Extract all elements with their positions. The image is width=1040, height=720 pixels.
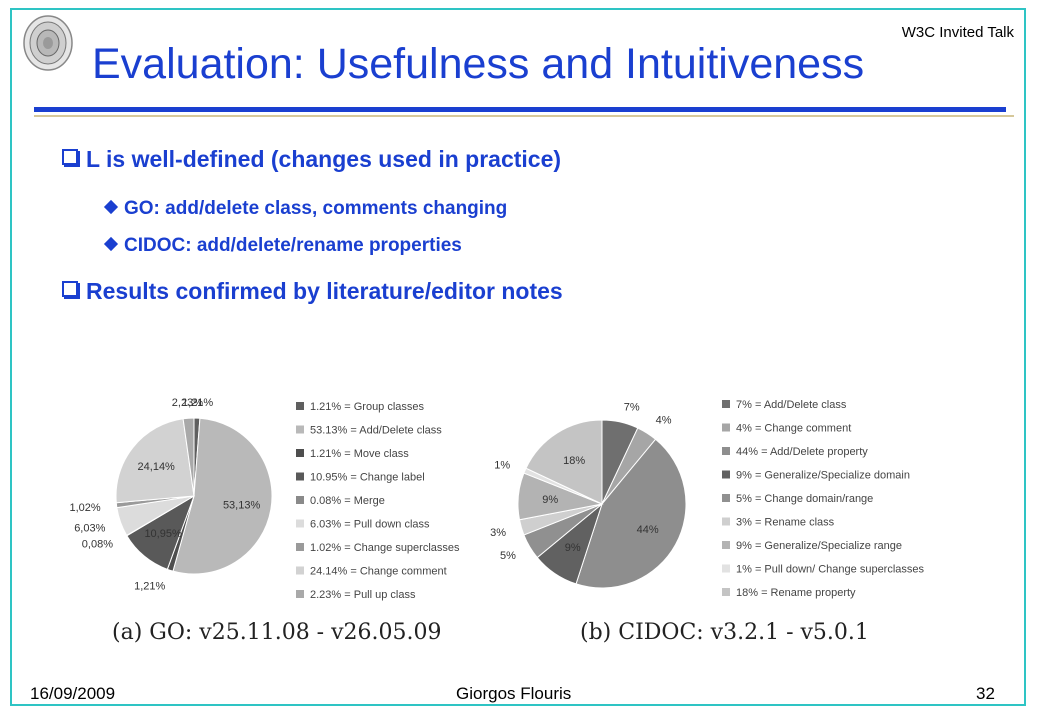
legend-label: 1.21% = Move class (310, 448, 409, 460)
slice-label: 1,02% (69, 502, 100, 514)
bullet-1a-text: GO: add/delete class, comments changing (124, 198, 508, 219)
slice-label: 7% (624, 401, 640, 413)
slice-label: 2,23% (172, 397, 203, 409)
diamond-bullet-icon (103, 236, 119, 252)
checkbox-bullet-icon (62, 281, 78, 297)
legend-label: 6.03% = Pull down class (310, 519, 430, 531)
legend-label: 1% = Pull down/ Change superclasses (736, 564, 925, 576)
slice-label: 4% (656, 415, 672, 427)
slice-label: 9% (565, 542, 581, 554)
slice-label: 1,21% (134, 581, 165, 593)
slice-label: 53,13% (223, 499, 261, 511)
pie-slice (172, 417, 273, 575)
slide-frame (10, 8, 1026, 706)
legend-label: 4% = Change comment (736, 423, 851, 435)
legend-label: 10.95% = Change label (310, 472, 425, 484)
bullet-1a: GO: add/delete class, comments changing (103, 198, 508, 220)
legend-label: 44% = Add/Delete property (736, 446, 868, 458)
legend-label: 1.02% = Change superclasses (310, 542, 460, 554)
legend-label: 53.13% = Add/Delete class (310, 425, 442, 437)
go-chart-caption: (a) GO: v25.11.08 - v26.05.09 (112, 620, 442, 645)
bullet-1-text: L is well-defined (changes used in pract… (86, 146, 562, 172)
title-rule (34, 107, 1006, 112)
legend-label: 7% = Add/Delete class (736, 399, 847, 411)
slice-label: 9% (542, 494, 558, 506)
legend-label: 0.08% = Merge (310, 495, 385, 507)
footer-page-number: 32 (976, 684, 995, 703)
legend-label: 3% = Rename class (736, 517, 835, 529)
slice-label: 10,95% (144, 528, 182, 540)
go-pie-chart: 1,21% 53,13% 1,21% 10,95% 0,08% 6,03% 1,02% 24,… (69, 397, 460, 601)
legend-swatch (722, 470, 730, 479)
legend-swatch (296, 402, 304, 410)
legend-label: 5% = Change domain/range (736, 493, 873, 505)
legend-swatch (722, 541, 730, 549)
slice-label: 3% (490, 527, 506, 539)
cidoc-pie-chart: 7% 4% 44% 9% 5% 3% 9% 1% 18% 7% = Add/Delete clas… (490, 399, 925, 599)
legend-swatch (296, 425, 304, 434)
slice-label: 18% (563, 455, 585, 467)
slice-label: 1% (494, 459, 510, 471)
legend-swatch (722, 400, 730, 408)
legend-swatch (296, 543, 304, 551)
talk-label: W3C Invited Talk (901, 24, 1014, 41)
slide-title: Evaluation: Usefulness and Intuitiveness (92, 40, 865, 88)
slice-label: 24,14% (138, 461, 176, 473)
pie-slice (525, 419, 603, 505)
legend-swatch (296, 472, 304, 481)
bullet-2-text: Results confirmed by literature/editor n… (86, 278, 563, 304)
legend-swatch (296, 519, 304, 528)
university-seal-logo (23, 15, 73, 71)
pie-slice (575, 438, 687, 589)
footer-author: Giorgos Flouris (456, 684, 572, 703)
legend-swatch (722, 588, 730, 596)
slice-label: 0,08% (82, 539, 113, 551)
legend-label: 2.23% = Pull up class (310, 589, 416, 601)
bullet-1: L is well-defined (changes used in pract… (62, 146, 561, 173)
legend-swatch (296, 449, 304, 457)
legend-swatch (296, 590, 304, 598)
footer-date: 16/09/2009 (30, 684, 116, 703)
legend-label: 9% = Generalize/Specialize range (736, 540, 902, 552)
legend-swatch (296, 566, 304, 575)
pie-slice (115, 418, 195, 504)
legend-label: 9% = Generalize/Specialize domain (736, 470, 910, 482)
cidoc-chart-caption: (b) CIDOC: v3.2.1 - v5.0.1 (580, 620, 869, 645)
legend-label: 24.14% = Change comment (310, 566, 447, 578)
slice-label: 5% (500, 550, 516, 562)
legend-swatch (722, 517, 730, 526)
legend-label: 18% = Rename property (736, 587, 856, 599)
legend-swatch (722, 423, 730, 432)
legend-swatch (722, 564, 730, 573)
pie-slice (182, 417, 195, 497)
title-rule-accent (34, 115, 1014, 117)
legend-swatch (296, 496, 304, 504)
bullet-2: Results confirmed by literature/editor n… (62, 278, 563, 305)
checkbox-bullet-icon (62, 149, 78, 165)
slice-label: 44% (637, 524, 659, 536)
diamond-bullet-icon (103, 199, 119, 215)
bullet-1b: CIDOC: add/delete/rename properties (103, 235, 462, 257)
bullet-1b-text: CIDOC: add/delete/rename properties (124, 235, 462, 256)
slice-label: 6,03% (74, 522, 105, 534)
legend-swatch (722, 494, 730, 502)
slice-label: 1,21% (182, 397, 213, 409)
legend-swatch (722, 447, 730, 455)
legend-label: 1.21% = Group classes (310, 401, 425, 413)
